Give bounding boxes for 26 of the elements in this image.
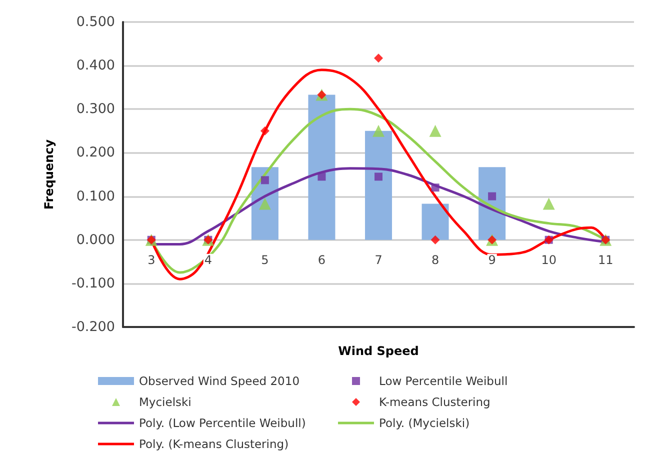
x-tick-label: 9: [488, 252, 496, 267]
x-tick-label: 5: [261, 252, 269, 267]
x-tick-label: 11: [598, 252, 614, 267]
x-axis-title: Wind Speed: [338, 344, 419, 358]
y-tick-label: -0.200: [71, 319, 115, 335]
y-tick-label: 0.200: [76, 144, 115, 161]
y-axis-title: Frequency: [42, 139, 56, 210]
x-tick-label: 3: [148, 252, 156, 267]
x-tick-label: 7: [374, 252, 382, 267]
legend-label: K-means Clustering: [379, 395, 490, 409]
legend-label: Poly. (Mycielski): [379, 416, 470, 430]
y-tick-label: -0.100: [71, 275, 115, 292]
x-tick-label: 6: [318, 252, 326, 267]
legend-label: Poly. (Low Percentile Weibull): [139, 416, 306, 430]
y-tick-label: 0.000: [76, 232, 115, 248]
y-tick-label: 0.400: [76, 58, 115, 74]
x-tick-label: 8: [431, 252, 440, 267]
legend-label: Observed Wind Speed 2010: [139, 374, 300, 388]
legend-label: Low Percentile Weibull: [379, 374, 508, 388]
legend-label: Mycielski: [139, 395, 192, 409]
x-tick-label: 4: [204, 252, 212, 267]
legend-label: Poly. (K-means Clustering): [139, 437, 289, 451]
y-tick-label: 0.300: [76, 101, 115, 118]
y-tick-label: 0.500: [76, 14, 115, 30]
x-tick-label: 10: [541, 252, 556, 267]
y-tick-label: 0.100: [76, 188, 115, 204]
